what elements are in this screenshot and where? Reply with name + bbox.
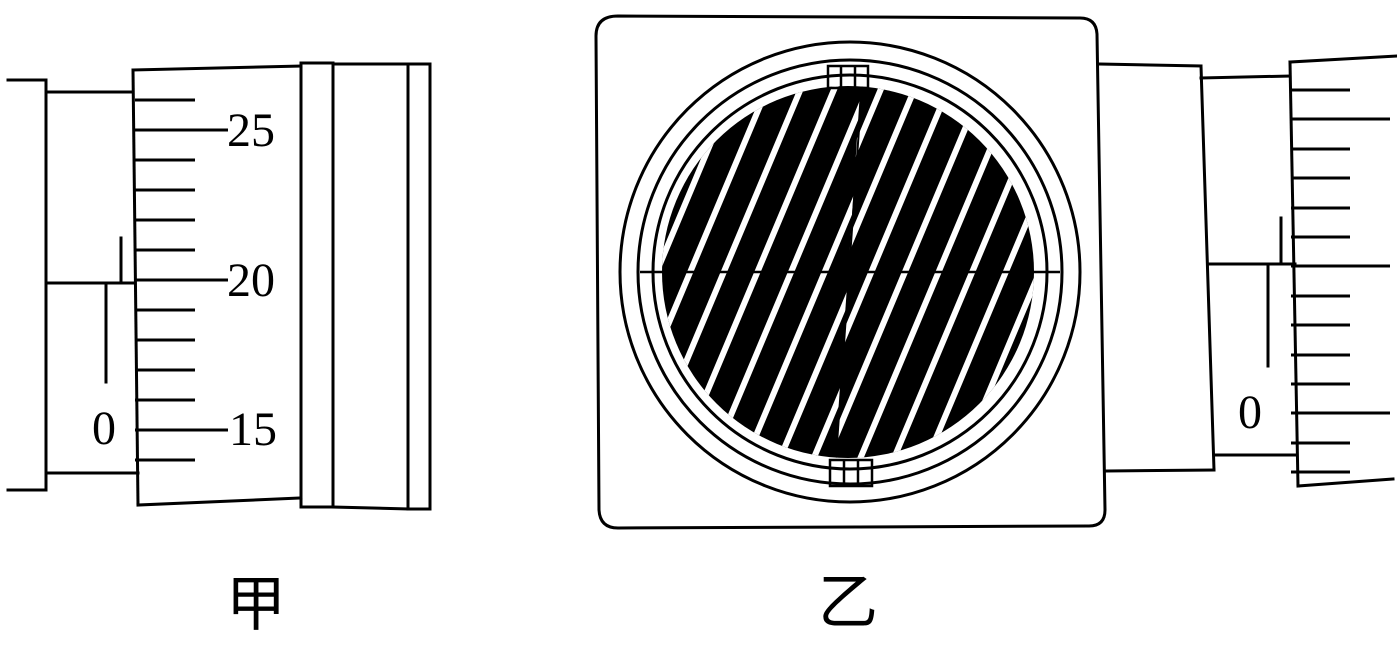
sleeve xyxy=(1098,62,1298,473)
disk-stripe xyxy=(907,99,1034,458)
thimble-scale-ticks xyxy=(135,98,228,462)
disk-stripe xyxy=(835,86,1000,458)
disk-stripe xyxy=(835,86,972,458)
thimble xyxy=(1288,54,1397,488)
figure-jia-micrometer: 25 20 15 0 甲 xyxy=(6,61,432,640)
micrometer-frame-edge xyxy=(6,78,48,492)
disk-stripe xyxy=(662,86,818,457)
ratchet-knob xyxy=(299,61,432,511)
figure-caption: 乙 xyxy=(818,568,878,638)
disk-stripe xyxy=(724,86,862,458)
sleeve xyxy=(44,90,140,475)
disk-stripe xyxy=(878,87,1034,458)
disk-stripe xyxy=(696,86,862,458)
figure-caption: 甲 xyxy=(226,570,286,640)
figure-yi-micrometer: 0 乙 xyxy=(594,14,1397,638)
micrometer-body xyxy=(594,14,1107,530)
thimble-label-15: 15 xyxy=(229,403,277,456)
outer-ring xyxy=(618,40,1082,504)
middle-ring xyxy=(636,58,1064,486)
disk-stripe xyxy=(662,86,789,445)
thimble-scale-ticks xyxy=(1291,88,1390,474)
disk-stripe xyxy=(835,86,915,458)
index-marks xyxy=(826,64,874,488)
sleeve-zero-label: 0 xyxy=(92,402,116,455)
thimble xyxy=(131,64,303,507)
sleeve-zero-label: 0 xyxy=(1238,386,1262,439)
thimble-label-20: 20 xyxy=(227,254,275,307)
thimble-label-25: 25 xyxy=(227,104,275,157)
disk-stripe xyxy=(781,86,862,458)
